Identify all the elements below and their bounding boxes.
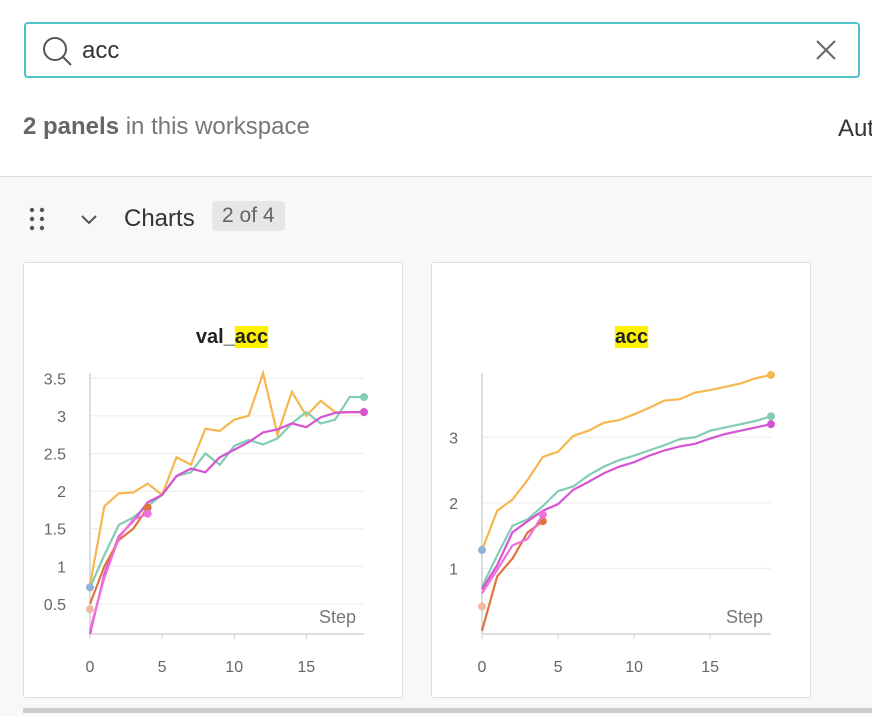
series-end-dot [767,412,775,421]
series-end-dot [86,583,94,592]
x-tick-label: 0 [86,659,95,676]
search-icon [43,37,72,66]
y-tick-label: 3 [449,430,458,447]
panel[interactable]: acc 1 2 3 0 5 10 15 Step [431,262,811,698]
search-query[interactable]: acc [82,37,120,64]
highlight [234,326,269,348]
search-box[interactable]: acc [24,22,860,78]
series-end-dot [478,602,486,611]
scrollbar[interactable] [23,708,872,713]
panel-title: acc [615,326,648,348]
cut-off-text[interactable]: Aut [838,115,872,142]
series-line [480,373,772,551]
panel-count: 2 panels [23,113,120,140]
highlight [614,326,649,348]
series-end-dot [360,393,368,402]
series-line [88,507,149,605]
x-tick-label: 5 [158,659,167,676]
series-end-dot [86,605,94,614]
y-tick-label: 0.5 [44,597,66,614]
series-line [481,514,544,594]
series-end-dot [767,420,775,429]
y-tick-label: 2 [449,496,458,513]
panel-title: val_acc [196,326,268,348]
summary: 2 panels in this workspace [23,113,310,141]
y-tick-label: 3.5 [44,371,66,388]
chart: acc 1 2 3 0 5 10 15 Step [449,326,775,676]
y-tick-label: 3 [57,409,66,426]
series-end-dot [143,509,152,518]
series-end-dot [143,503,152,512]
summary-text: in this workspace [125,113,310,140]
x-axis-label: Step [319,607,356,627]
panel[interactable]: val_acc 0.5 1 1.5 2 2.5 3 3.5 0 5 10 15 Step [23,262,403,698]
x-tick-label: 5 [554,659,563,676]
series-end-dot [767,370,775,379]
series-end-dot [538,510,547,519]
section-title[interactable]: Charts [124,205,195,232]
drag-handle[interactable] [24,205,54,235]
y-tick-label: 1.5 [44,522,66,539]
y-tick-label: 2 [57,484,66,501]
collapse-chevron[interactable] [77,207,101,231]
series-end-dot [360,408,368,417]
series-line [88,512,149,631]
title-part: acc [235,326,268,348]
y-tick-label: 2.5 [44,446,66,463]
y-tick-label: 1 [449,561,458,578]
x-tick-label: 0 [478,659,487,676]
panel-badge: 2 of 4 [212,201,285,231]
x-axis-label: Step [726,607,763,627]
clear-button[interactable] [814,38,838,62]
series-end-dot [478,546,486,555]
x-tick-label: 10 [625,659,643,676]
series-line [88,368,364,586]
x-tick-label: 15 [297,659,315,676]
x-tick-label: 15 [701,659,719,676]
series-line [88,395,364,588]
y-tick-label: 1 [57,559,66,576]
title-part: val_ [196,326,236,348]
title-part: acc [615,326,648,348]
x-tick-label: 10 [225,659,243,676]
chart: val_acc 0.5 1 1.5 2 2.5 3 3.5 0 5 10 15 Step [44,326,368,676]
series-line [481,415,772,588]
series-line [480,520,544,632]
series-line [481,423,772,590]
